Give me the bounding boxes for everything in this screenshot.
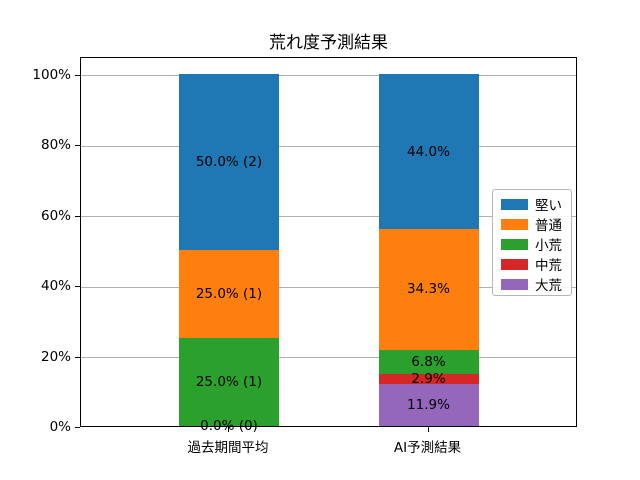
bar-segment <box>378 373 479 385</box>
legend-item: 中荒 <box>501 254 563 274</box>
y-tick-label: 20% <box>40 348 71 365</box>
legend-item: 大荒 <box>501 274 563 294</box>
y-tick-label: 60% <box>40 207 71 224</box>
legend-swatch <box>501 218 528 230</box>
legend-item: 堅い <box>501 194 563 214</box>
y-tick-label: 40% <box>40 278 71 295</box>
bar-segment-label: 11.9% <box>407 397 450 414</box>
legend: 堅い普通小荒中荒大荒 <box>492 189 572 296</box>
bar-segment-label: 25.0% (1) <box>195 373 263 390</box>
gridline <box>81 286 576 288</box>
gridline <box>81 145 576 147</box>
y-tick-label: 80% <box>40 137 71 154</box>
bar-segment <box>378 384 479 426</box>
legend-swatch <box>501 278 528 290</box>
x-tick-label: 過去期間平均 <box>187 440 269 456</box>
legend-label: 中荒 <box>535 258 562 274</box>
gridline <box>81 357 576 359</box>
bar-segment-label: 25.0% (1) <box>195 285 263 302</box>
y-tick-mark <box>75 427 80 428</box>
bar-segment-label: 50.0% (2) <box>195 153 263 170</box>
bar-segment <box>179 73 279 250</box>
legend-label: 堅い <box>535 198 562 214</box>
bar-segment <box>179 249 279 338</box>
legend-swatch <box>501 198 528 210</box>
bar-segment <box>179 337 279 426</box>
y-tick-mark <box>75 145 80 147</box>
bar-segment <box>378 349 479 374</box>
y-tick-mark <box>75 74 80 76</box>
legend-label: 小荒 <box>535 238 562 254</box>
bar-segment <box>378 73 479 230</box>
bar-segment-label: 6.8% <box>411 353 446 370</box>
bar-segment-label: 34.3% <box>407 281 450 298</box>
chart-title: 荒れ度予測結果 <box>269 33 388 53</box>
y-tick-mark <box>75 215 80 217</box>
legend-swatch <box>501 238 528 250</box>
gridline <box>81 216 576 218</box>
gridline <box>81 75 576 77</box>
y-tick-mark <box>75 356 80 358</box>
x-tick-mark <box>228 427 229 432</box>
legend-item: 小荒 <box>501 234 563 254</box>
y-tick-mark <box>75 286 80 288</box>
bar-segment-label: 44.0% <box>407 143 450 160</box>
x-tick-label: AI予測結果 <box>393 440 462 456</box>
x-tick-mark <box>427 427 429 432</box>
y-tick-label: 0% <box>49 419 71 435</box>
bar-segment-label: 2.9% <box>411 370 446 387</box>
bar-segment <box>378 229 479 350</box>
legend-label: 普通 <box>535 218 562 234</box>
legend-label: 大荒 <box>535 278 562 294</box>
legend-swatch <box>501 258 528 270</box>
bar-segment-label: 0.0% (0) <box>200 418 258 434</box>
y-tick-label: 100% <box>32 66 71 83</box>
legend-item: 普通 <box>501 214 563 234</box>
